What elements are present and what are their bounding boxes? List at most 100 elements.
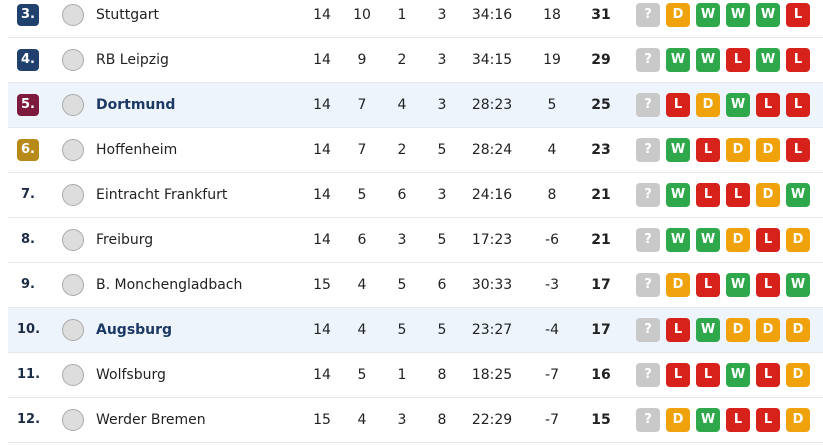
form-result: W [756,47,780,72]
played: 14 [313,186,331,203]
form-result: ? [636,92,660,117]
table-row: 4. RB Leipzig 14 9 2 3 19 34:15 29? W W L W L [8,38,823,83]
team-name: Werder Bremen [96,411,206,428]
points: 16 [591,366,611,383]
rank: 7. [21,186,35,202]
won: 6 [357,231,367,248]
form-result: L [756,227,780,252]
form-result: L [726,407,750,432]
drawn: 5 [397,321,407,338]
points: 25 [591,96,611,113]
form-result: D [786,227,810,252]
drawn: 6 [397,186,407,203]
diff: -3 [545,276,559,293]
points: 21 [591,186,611,203]
form-result: W [696,407,720,432]
lost: 8 [437,366,447,383]
table-row: 10. Augsburg 14 4 5 5 -4 23:27 17? L W D D D [8,307,823,353]
team-logo [62,318,84,341]
goals: 22:29 [471,411,513,428]
form-result: W [726,2,750,27]
form-result: L [666,92,690,117]
drawn: 3 [397,411,407,428]
form-result: L [696,137,720,162]
form-result: D [786,317,810,342]
team-name: Freiburg [96,231,154,248]
diff: -7 [545,366,559,383]
form-result: W [726,272,750,297]
form-result: ? [636,137,660,162]
form-result: W [756,2,780,27]
form-result: ? [636,407,660,432]
drawn: 2 [397,141,407,158]
team-name: Dortmund [96,96,176,113]
drawn: 2 [397,51,407,68]
won: 4 [357,276,367,293]
form-result: D [756,182,780,207]
lost: 8 [437,411,447,428]
won: 5 [357,186,367,203]
form-result: L [786,2,810,27]
goals: 18:25 [471,366,513,383]
diff: -6 [545,231,559,248]
form-result: D [786,362,810,387]
form-result: L [696,272,720,297]
form-result: ? [636,272,660,297]
form-result: ? [636,182,660,207]
team-name: B. Monchengladbach [96,276,243,293]
form-result: W [696,47,720,72]
team-name: Wolfsburg [96,366,166,383]
diff: 19 [543,51,561,68]
form-result: L [786,137,810,162]
form-result: W [786,272,810,297]
form-result: L [756,272,780,297]
lost: 3 [437,96,447,113]
rank: 4. [17,48,39,71]
lost: 3 [437,6,447,23]
points: 21 [591,231,611,248]
form-result: ? [636,227,660,252]
team-logo [62,138,84,161]
rank: 5. [17,93,39,116]
team-logo [62,273,84,296]
lost: 5 [437,231,447,248]
form-result: D [726,137,750,162]
form-result: L [786,47,810,72]
form-result: W [696,227,720,252]
team-logo [62,363,84,386]
points: 29 [591,51,611,68]
goals: 34:16 [471,6,513,23]
form-result: W [726,92,750,117]
won: 4 [357,411,367,428]
rank: 11. [17,366,41,382]
diff: 8 [547,186,557,203]
form-result: L [756,362,780,387]
goals: 34:15 [471,51,513,68]
points: 17 [591,276,611,293]
form-result: D [666,407,690,432]
team-name: Stuttgart [96,6,159,23]
drawn: 3 [397,231,407,248]
drawn: 1 [397,6,407,23]
form-result: ? [636,47,660,72]
form-result: W [786,182,810,207]
form-result: L [786,92,810,117]
played: 14 [313,51,331,68]
won: 7 [357,141,367,158]
form-result: W [726,362,750,387]
form-result: W [666,182,690,207]
table-row: 9. B. Monchengladbach 15 4 5 6 -3 30:33 17? D L W L W [8,263,823,308]
form-result: L [666,317,690,342]
goals: 30:33 [471,276,513,293]
diff: 5 [547,96,557,113]
form-result: L [726,182,750,207]
played: 15 [313,411,331,428]
form-result: L [696,362,720,387]
diff: 18 [543,6,561,23]
team-name: RB Leipzig [96,51,169,68]
table-row: 3. Stuttgart 14 10 1 3 18 34:16 31? D W W W L [8,0,823,38]
diff: 4 [547,141,557,158]
form-result: D [756,137,780,162]
form-result: L [666,362,690,387]
form-result: D [756,317,780,342]
